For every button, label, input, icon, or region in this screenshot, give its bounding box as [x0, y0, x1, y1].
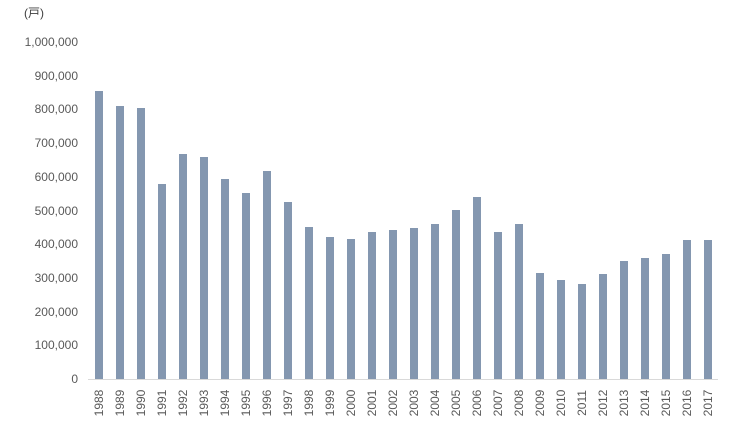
x-tick-label: 2009 [532, 389, 547, 417]
x-tick-label: 2000 [343, 389, 358, 417]
bar-1994 [220, 179, 229, 379]
x-tick-label: 1992 [175, 389, 190, 417]
y-tick-label: 900,000 [34, 68, 78, 83]
bar-1989 [115, 106, 124, 379]
y-tick-label: 200,000 [34, 304, 78, 319]
bar-2012 [598, 274, 607, 379]
bar-2014 [640, 258, 649, 379]
x-tick-label: 2013 [616, 389, 631, 417]
y-tick-label: 1,000,000 [24, 35, 78, 49]
x-tick-label: 1988 [91, 389, 106, 417]
bar-1992 [178, 154, 187, 379]
y-tick-label: 100,000 [34, 338, 78, 353]
x-tick-label: 2012 [595, 389, 610, 417]
bar-2000 [346, 239, 355, 379]
bar-2009 [535, 273, 544, 379]
x-tick-label: 1989 [112, 389, 127, 417]
x-tick-label: 2014 [637, 389, 652, 417]
bar-1991 [157, 184, 166, 379]
bar-2017 [703, 240, 712, 379]
x-tick-label: 2006 [469, 389, 484, 417]
bar-1996 [262, 171, 271, 379]
y-tick-label: 700,000 [34, 136, 78, 151]
x-tick-label: 1993 [196, 389, 211, 417]
bar-1993 [199, 157, 208, 379]
x-tick-label: 2007 [490, 389, 505, 417]
bar-2003 [409, 228, 418, 379]
x-tick-label: 2016 [679, 389, 694, 417]
y-tick-label: 400,000 [34, 237, 78, 252]
bar-1998 [304, 227, 313, 379]
bar-2010 [556, 280, 565, 379]
x-tick-label: 1990 [133, 389, 148, 417]
y-tick-label: 800,000 [34, 102, 78, 117]
x-tick-label: 1995 [238, 389, 253, 417]
x-tick-label: 2005 [448, 389, 463, 417]
bar-2001 [367, 232, 376, 379]
y-tick-label: 0 [71, 372, 78, 386]
y-tick-label: 600,000 [34, 169, 78, 184]
bar-2002 [388, 230, 397, 379]
bar-1990 [136, 108, 145, 379]
bar-1988 [94, 91, 103, 379]
x-tick-label: 1994 [217, 389, 232, 417]
x-tick-label: 1991 [154, 389, 169, 417]
y-tick-label: 500,000 [34, 203, 78, 218]
bar-1995 [241, 193, 250, 379]
x-tick-label: 2003 [406, 389, 421, 417]
x-tick-label: 2001 [364, 389, 379, 417]
bar-2016 [682, 240, 691, 379]
x-tick-label: 1997 [280, 389, 295, 417]
y-axis-unit-label: (戸) [24, 6, 44, 20]
x-tick-label: 1999 [322, 389, 337, 417]
x-tick-label: 2011 [574, 390, 589, 416]
bar-2015 [661, 254, 670, 379]
bar-2004 [430, 224, 439, 379]
bar-2006 [472, 197, 481, 379]
bar-2005 [451, 210, 460, 379]
x-tick-label: 2004 [427, 389, 442, 417]
y-tick-label: 300,000 [34, 270, 78, 285]
x-tick-label: 2015 [658, 389, 673, 417]
x-tick-label: 2008 [511, 389, 526, 417]
x-tick-label: 2010 [553, 389, 568, 417]
bar-2008 [514, 224, 523, 379]
bar-2013 [619, 261, 628, 379]
x-tick-label: 2002 [385, 389, 400, 417]
plot-area [88, 42, 718, 380]
bar-1997 [283, 202, 292, 379]
x-tick-label: 1996 [259, 389, 274, 417]
bar-1999 [325, 237, 334, 379]
x-tick-label: 1998 [301, 389, 316, 417]
x-tick-label: 2017 [700, 389, 715, 417]
bar-2011 [577, 284, 586, 379]
bar-2007 [493, 232, 502, 379]
